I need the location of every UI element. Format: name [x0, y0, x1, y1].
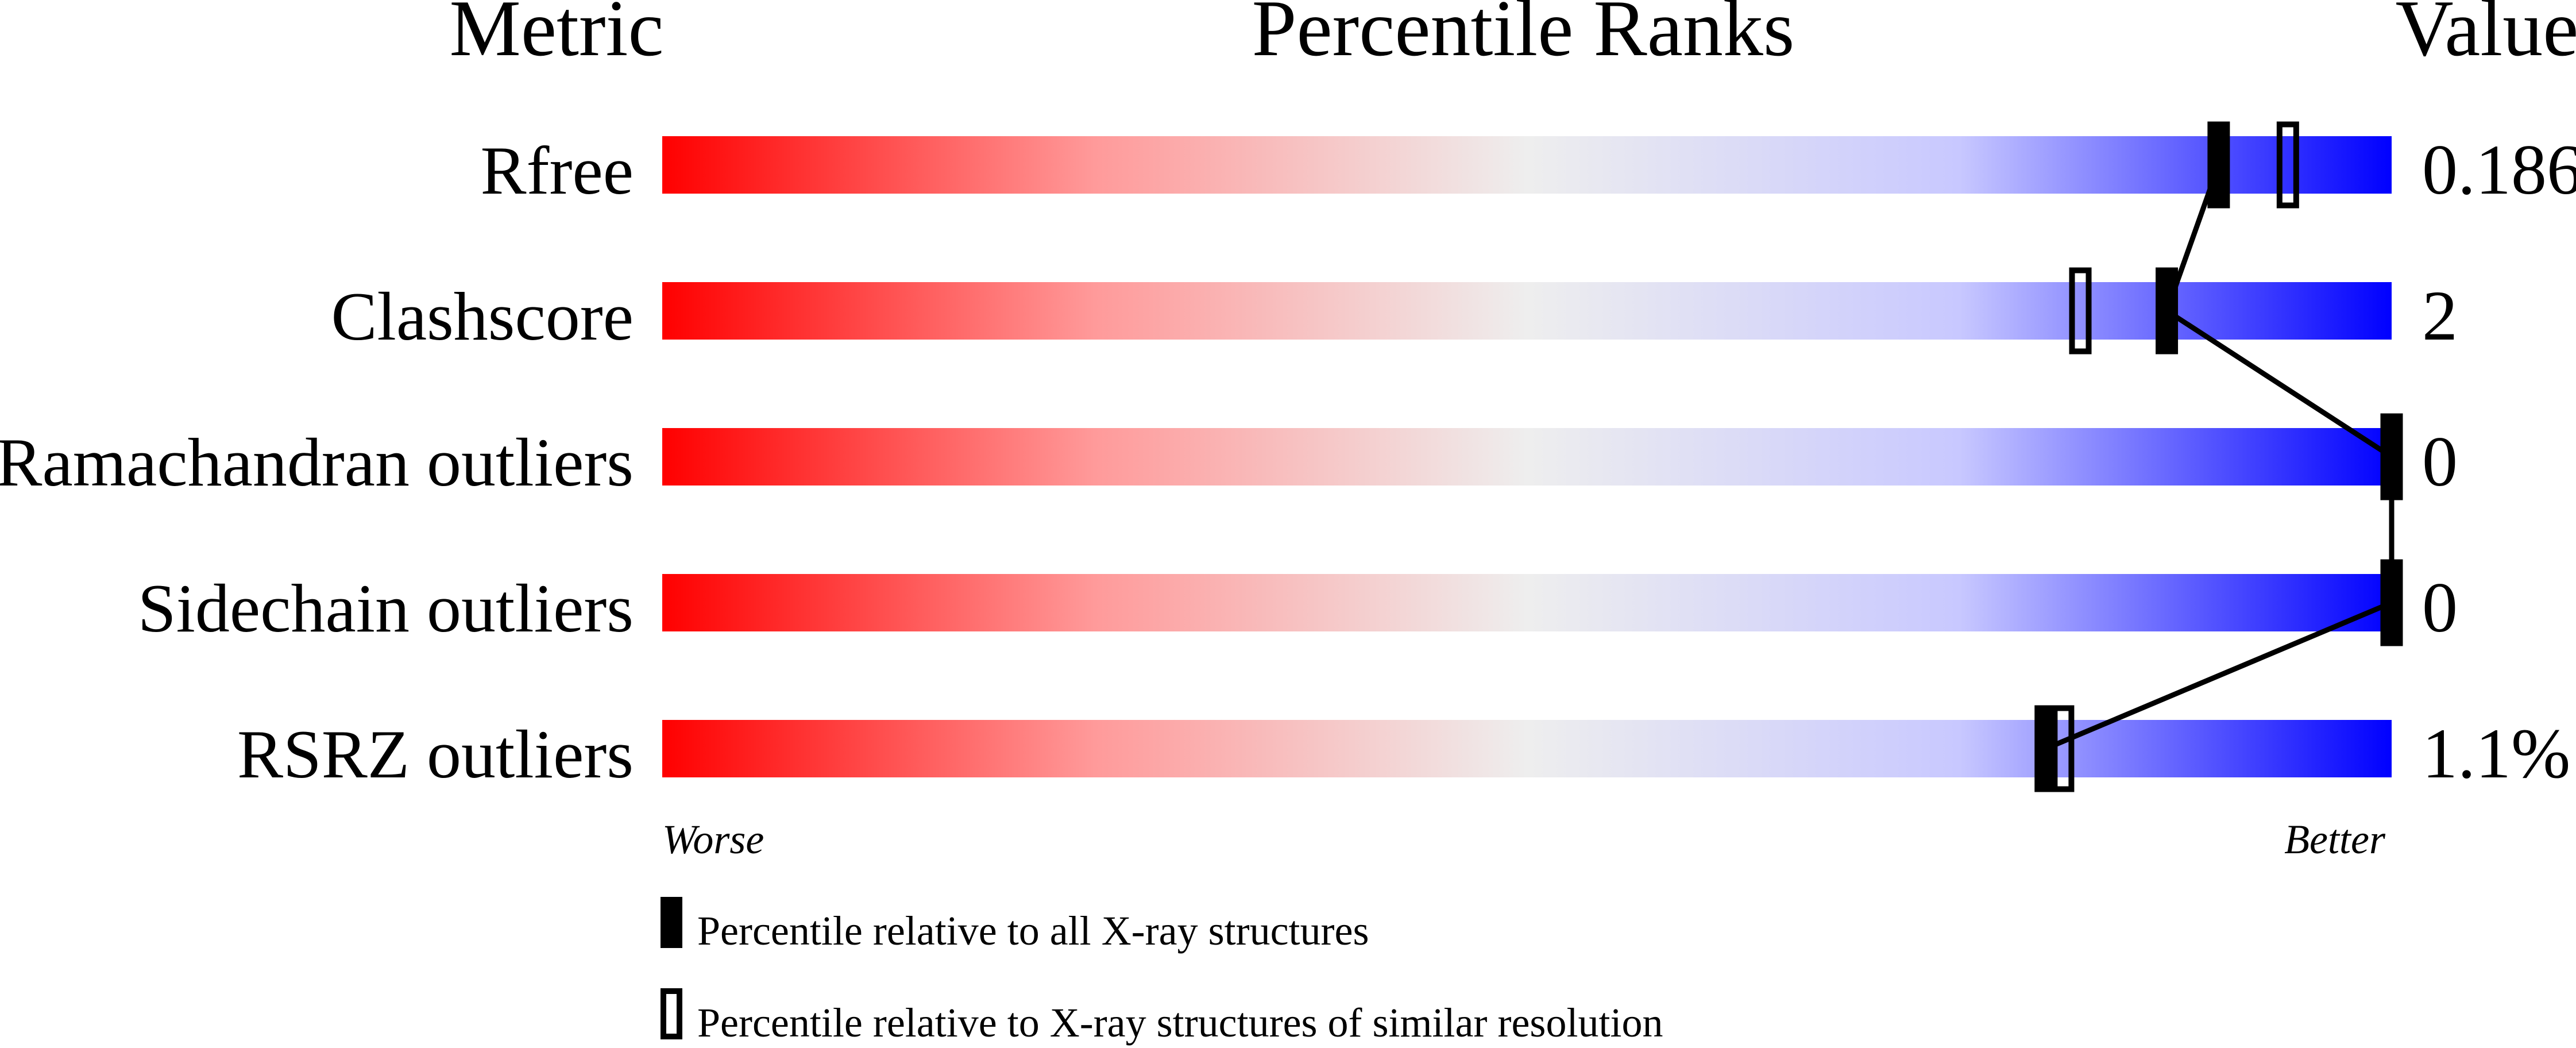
metric-value: 2 — [2422, 276, 2458, 355]
metric-value: 0 — [2422, 568, 2458, 647]
legend-open-marker — [661, 988, 682, 1039]
metric-value: 0.186 — [2422, 130, 2576, 209]
all-structures-marker — [2380, 559, 2403, 646]
metric-label: RSRZ outliers — [237, 716, 634, 792]
worse-label: Worse — [662, 816, 764, 862]
all-structures-marker — [2207, 121, 2230, 209]
all-structures-marker — [2380, 413, 2403, 500]
metric-label: Clashscore — [331, 278, 634, 355]
connector-line — [2045, 600, 2393, 752]
percentile-bar — [662, 428, 2392, 486]
similar-resolution-marker — [2276, 121, 2299, 209]
metric-label: Ramachandran outliers — [0, 424, 634, 500]
legend-open-label: Percentile relative to X-ray structures … — [697, 1000, 1663, 1046]
metric-label: Sidechain outliers — [138, 570, 634, 646]
connector-line — [2165, 309, 2393, 459]
percentile-bar — [662, 136, 2392, 194]
all-structures-marker — [2034, 705, 2057, 792]
percentile-bar — [662, 720, 2392, 777]
percentile-bar — [662, 574, 2392, 631]
metric-value: 1.1% — [2422, 714, 2570, 793]
header-metric: Metric — [449, 0, 663, 73]
percentile-bar — [662, 282, 2392, 340]
metric-value: 0 — [2422, 422, 2458, 501]
similar-resolution-marker — [2069, 267, 2092, 355]
metric-label: Rfree — [481, 132, 634, 209]
legend-filled-marker — [661, 897, 682, 948]
legend-filled-label: Percentile relative to all X-ray structu… — [697, 908, 1369, 954]
header-value: Value — [2396, 0, 2576, 73]
all-structures-marker — [2156, 267, 2179, 355]
header-percentile-ranks: Percentile Ranks — [1252, 0, 1795, 73]
better-label: Better — [2284, 816, 2386, 862]
